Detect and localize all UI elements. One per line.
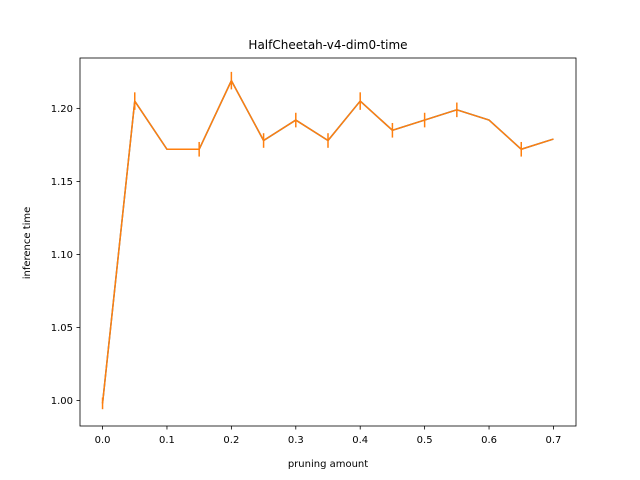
x-tick-label: 0.1 <box>159 435 175 446</box>
y-tick-label: 1.00 <box>51 396 73 407</box>
x-tick-label: 0.0 <box>95 435 111 446</box>
x-axis-label: pruning amount <box>288 459 368 470</box>
y-tick-label: 1.10 <box>51 250 73 261</box>
axes-frame <box>79 57 577 427</box>
y-tick-label: 1.15 <box>51 177 73 188</box>
x-tick-label: 0.4 <box>352 435 368 446</box>
plot-area: 0.0 0.1 0.2 0.3 0.4 0.5 0.6 0.7 1.00 1.05 1.10 1.15… <box>51 57 577 446</box>
x-tick-label: 0.7 <box>546 435 562 446</box>
y-tick-label: 1.20 <box>51 104 73 115</box>
y-axis-label: inference time <box>22 207 33 280</box>
chart-title: HalfCheetah-v4-dim0-time <box>248 38 407 52</box>
x-tick-label: 0.5 <box>417 435 433 446</box>
x-tick-label: 0.3 <box>288 435 304 446</box>
x-tick-label: 0.2 <box>223 435 239 446</box>
x-tick-label: 0.6 <box>481 435 497 446</box>
y-tick-label: 1.05 <box>51 323 73 334</box>
